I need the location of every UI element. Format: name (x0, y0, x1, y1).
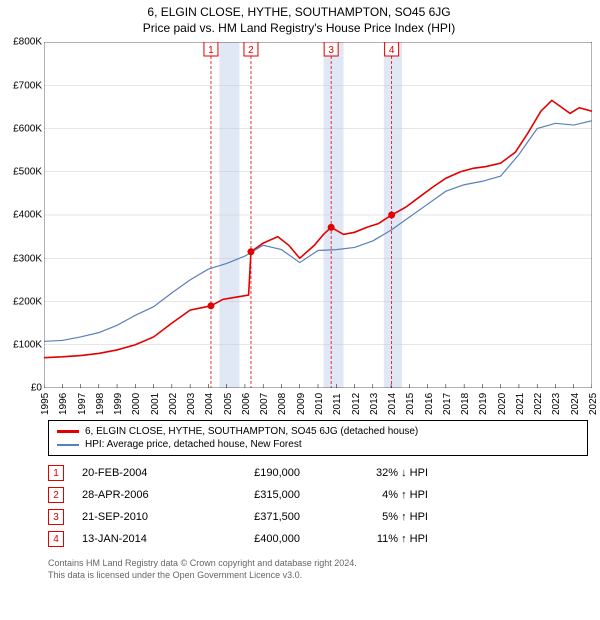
y-tick-label: £300K (13, 253, 42, 264)
x-tick-label: 1995 (40, 393, 51, 415)
x-tick-label: 2002 (168, 393, 179, 415)
y-tick-label: £600K (13, 123, 42, 134)
x-tick-label: 2022 (533, 393, 544, 415)
x-tick-label: 2016 (424, 393, 435, 415)
x-tick-label: 2024 (570, 393, 581, 415)
footer-line2: This data is licensed under the Open Gov… (48, 570, 588, 582)
plot-svg: 1 2 3 4 (44, 42, 592, 388)
table-row: 4 13-JAN-2014 £400,000 11% ↑ HPI (48, 528, 588, 550)
x-tick-label: 2008 (277, 393, 288, 415)
table-row: 3 21-SEP-2010 £371,500 5% ↑ HPI (48, 506, 588, 528)
x-tick-label: 2025 (588, 393, 599, 415)
x-tick-label: 1997 (77, 393, 88, 415)
x-tick-label: 2000 (131, 393, 142, 415)
x-tick-label: 2013 (369, 393, 380, 415)
title-line1: 6, ELGIN CLOSE, HYTHE, SOUTHAMPTON, SO45… (6, 4, 592, 20)
legend-label: 6, ELGIN CLOSE, HYTHE, SOUTHAMPTON, SO45… (85, 426, 418, 437)
event-marker-icon: 2 (48, 487, 64, 503)
y-tick-label: £200K (13, 296, 42, 307)
table-row: 2 28-APR-2006 £315,000 4% ↑ HPI (48, 484, 588, 506)
x-tick-label: 2004 (204, 393, 215, 415)
x-tick-label: 2018 (460, 393, 471, 415)
events-table: 1 20-FEB-2004 £190,000 32% ↓ HPI 2 28-APR-200… (48, 462, 588, 550)
event-marker-icon: 3 (48, 509, 64, 525)
x-tick-label: 2021 (515, 393, 526, 415)
x-tick-label: 2019 (478, 393, 489, 415)
x-tick-label: 2017 (442, 393, 453, 415)
y-tick-label: £500K (13, 167, 42, 178)
event-pct: 32% ↓ HPI (318, 467, 428, 479)
event-marker-icon: 1 (48, 465, 64, 481)
x-tick-label: 2001 (150, 393, 161, 415)
footer: Contains HM Land Registry data © Crown c… (48, 558, 588, 581)
x-tick-label: 1996 (58, 393, 69, 415)
footer-line1: Contains HM Land Registry data © Crown c… (48, 558, 588, 570)
event-pct: 4% ↑ HPI (318, 489, 428, 501)
legend: 6, ELGIN CLOSE, HYTHE, SOUTHAMPTON, SO45… (48, 420, 588, 456)
x-tick-label: 2003 (186, 393, 197, 415)
x-tick-label: 2005 (223, 393, 234, 415)
svg-text:4: 4 (389, 45, 395, 56)
event-pct: 11% ↑ HPI (318, 533, 428, 545)
x-tick-label: 2012 (351, 393, 362, 415)
legend-row: HPI: Average price, detached house, New … (57, 438, 579, 451)
svg-text:2: 2 (248, 45, 254, 56)
event-price: £190,000 (210, 467, 300, 479)
y-tick-label: £800K (13, 37, 42, 48)
x-tick-label: 2014 (387, 393, 398, 415)
x-tick-label: 2023 (551, 393, 562, 415)
event-price: £371,500 (210, 511, 300, 523)
x-tick-label: 2006 (241, 393, 252, 415)
legend-swatch (57, 444, 79, 446)
y-tick-label: £400K (13, 210, 42, 221)
event-date: 13-JAN-2014 (82, 533, 192, 545)
titles: 6, ELGIN CLOSE, HYTHE, SOUTHAMPTON, SO45… (6, 4, 592, 36)
y-tick-label: £100K (13, 340, 42, 351)
legend-label: HPI: Average price, detached house, New … (85, 439, 302, 450)
title-line2: Price paid vs. HM Land Registry's House … (6, 20, 592, 36)
event-date: 20-FEB-2004 (82, 467, 192, 479)
svg-text:3: 3 (328, 45, 334, 56)
event-date: 28-APR-2006 (82, 489, 192, 501)
legend-swatch (57, 430, 79, 433)
event-pct: 5% ↑ HPI (318, 511, 428, 523)
x-tick-label: 2015 (405, 393, 416, 415)
event-price: £400,000 (210, 533, 300, 545)
x-tick-label: 2007 (259, 393, 270, 415)
event-date: 21-SEP-2010 (82, 511, 192, 523)
x-tick-label: 2020 (497, 393, 508, 415)
x-axis: 1995199619971998199920002001200220032004… (44, 388, 592, 412)
legend-row: 6, ELGIN CLOSE, HYTHE, SOUTHAMPTON, SO45… (57, 425, 579, 438)
y-axis: £0£100K£200K£300K£400K£500K£600K£700K£80… (6, 42, 44, 388)
y-tick-label: £700K (13, 80, 42, 91)
event-marker-icon: 4 (48, 531, 64, 547)
x-tick-label: 2010 (314, 393, 325, 415)
x-tick-label: 2011 (332, 394, 343, 416)
svg-text:1: 1 (208, 45, 214, 56)
x-tick-label: 2009 (296, 393, 307, 415)
chart-area: £0£100K£200K£300K£400K£500K£600K£700K£80… (6, 42, 592, 412)
x-tick-label: 1998 (95, 393, 106, 415)
table-row: 1 20-FEB-2004 £190,000 32% ↓ HPI (48, 462, 588, 484)
event-price: £315,000 (210, 489, 300, 501)
x-tick-label: 1999 (113, 393, 124, 415)
chart-document: 6, ELGIN CLOSE, HYTHE, SOUTHAMPTON, SO45… (0, 0, 600, 620)
